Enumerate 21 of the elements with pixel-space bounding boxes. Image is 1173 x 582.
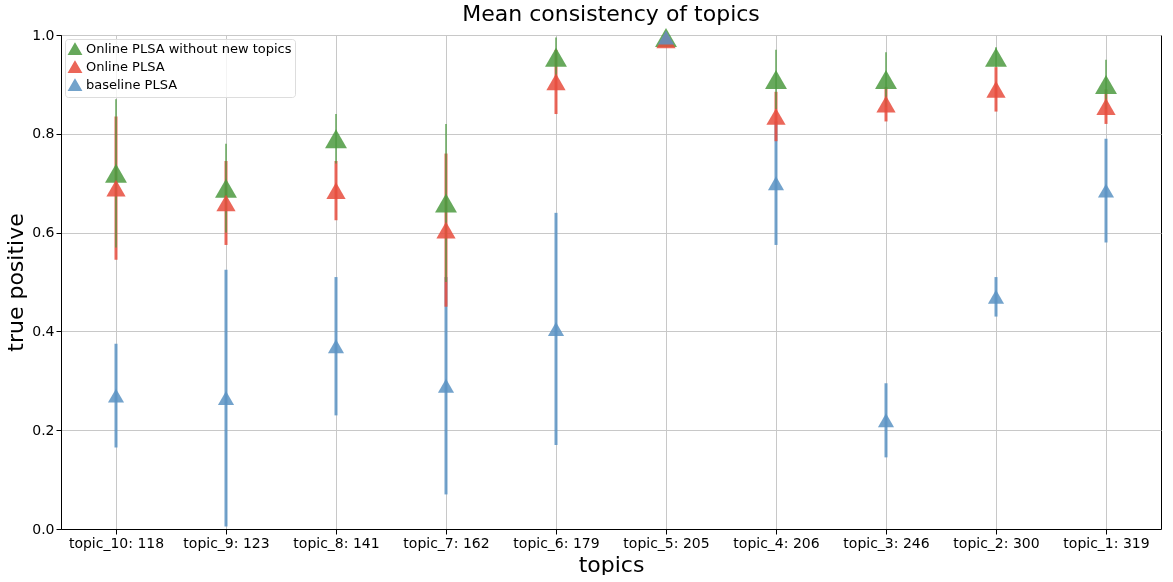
- x-tick-label: topic_1: 319: [1063, 534, 1150, 551]
- y-tick-label: 0.8: [32, 125, 55, 142]
- legend-label: baseline PLSA: [86, 77, 178, 92]
- y-axis-title: true positive: [3, 213, 29, 352]
- x-tick-label: topic_8: 141: [293, 534, 380, 551]
- x-tick-label: topic_2: 300: [953, 534, 1040, 551]
- x-tick-label: topic_6: 179: [513, 534, 600, 551]
- x-tick-label: topic_10: 118: [68, 534, 165, 551]
- y-tick-label: 0.4: [32, 322, 55, 339]
- legend-label: Online PLSA without new topics: [86, 41, 292, 56]
- x-tick-label: topic_5: 205: [623, 534, 710, 551]
- y-tick-label: 0.6: [32, 224, 55, 241]
- x-tick-label: topic_7: 162: [403, 534, 490, 551]
- chart-title: Mean consistency of topics: [462, 0, 760, 26]
- legend-label: Online PLSA: [86, 59, 165, 74]
- y-tick-label: 1.0: [32, 26, 55, 43]
- x-tick-label: topic_4: 206: [733, 534, 820, 551]
- x-tick-label: topic_9: 123: [183, 534, 270, 551]
- x-tick-label: topic_3: 246: [843, 534, 930, 551]
- y-tick-label: 0.0: [32, 520, 55, 537]
- y-tick-label: 0.2: [32, 421, 55, 438]
